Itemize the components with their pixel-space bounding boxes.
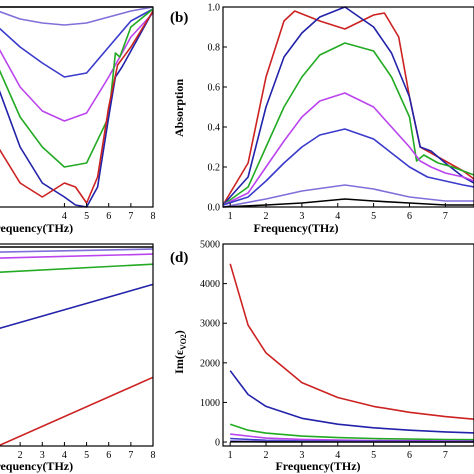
- panel-d-y-tick-label: 5000: [200, 240, 220, 251]
- panel-b-y-tick-label: 0.4: [208, 123, 221, 134]
- panel-a-x-tick-label: 4: [62, 211, 67, 222]
- panel-d-x-tick-label: 5: [371, 450, 376, 461]
- panel-c-series-line-5: [0, 283, 154, 330]
- panel-b-x-tick-label: 7: [443, 211, 448, 222]
- panel-c-plot-frame: [0, 243, 154, 447]
- panel-a-x-tick-label: 5: [84, 211, 89, 222]
- panel-d-series-line-1: [229, 263, 474, 420]
- panel-d-series-line-2: [229, 370, 474, 434]
- panel-c-series-line-3: [0, 253, 154, 259]
- panel-b-x-tick-label: 1: [228, 211, 233, 222]
- panel-c-series-line-6: [0, 376, 154, 446]
- panel-d-x-axis-label: Frequency(THz): [275, 459, 360, 473]
- panel-d-x-tick-label: 3: [299, 450, 304, 461]
- panel-a-x-axis-label: Frequency(THz): [0, 221, 73, 235]
- panel-d-chart: 1 2 3 4 5 6 7 0 1000 2000 3000 4000 5000: [200, 240, 474, 461]
- panel-c-x-tick-label: 3: [40, 450, 45, 461]
- panel-a-plot-frame: [0, 6, 154, 208]
- panel-b-series-line-4: [222, 92, 474, 206]
- panel-d-y-axis-label-sub: VO2: [179, 334, 188, 350]
- panel-c-x-tick-label: 6: [106, 450, 111, 461]
- panel-b-y-tick-label: 0.0: [208, 203, 221, 214]
- panel-c-series-line-4: [0, 263, 154, 273]
- panel-a-series-line-3: [0, 8, 154, 78]
- panel-d-y-tick-label: 0: [215, 438, 220, 449]
- panel-d-y-tick-label: 1000: [200, 398, 220, 409]
- panel-c-chart: 2 3 4 5 6 7 8: [0, 243, 156, 461]
- panel-b-series-line-5: [222, 128, 474, 206]
- panel-b-series-line-2: [222, 6, 474, 206]
- panel-c-x-tick-label: 4: [62, 450, 67, 461]
- panel-d-x-tick-label: 6: [407, 450, 412, 461]
- panel-b-series-line-6: [222, 184, 474, 208]
- panel-a-x-tick-label: 6: [106, 211, 111, 222]
- panel-a-series-line-4: [0, 12, 154, 122]
- panel-c-series-line-2: [0, 248, 154, 253]
- panel-c-x-tick-label: 8: [151, 450, 156, 461]
- panel-b-plot-frame: [222, 6, 474, 208]
- panel-a-x-tick-label: 8: [151, 211, 156, 222]
- panel-d-x-tick-label: 7: [443, 450, 448, 461]
- panel-d-y-axis-label-main: Im(ε: [172, 350, 186, 374]
- panel-d-y-tick-label: 2000: [200, 358, 220, 369]
- panel-b-y-tick-label: 1.0: [208, 3, 221, 14]
- panel-b-x-tick-label: 3: [299, 211, 304, 222]
- panel-a-series-line-2: [0, 6, 154, 26]
- panel-c-x-tick-label: 7: [128, 450, 133, 461]
- panel-c-x-tick-label: 2: [18, 450, 23, 461]
- panel-b-chart: 1 2 3 4 5 6 7 0.0 0.2 0.4 0.6 0.8 1.0: [208, 3, 474, 222]
- panel-b-y-tick-label: 0.6: [208, 83, 221, 94]
- panel-d-y-tick-label: 3000: [200, 319, 220, 330]
- panel-b-series-line-7: [222, 198, 474, 208]
- panel-c-x-tick-label: 5: [84, 450, 89, 461]
- panel-d-series-line-3: [229, 423, 474, 441]
- panel-d-label: (d): [170, 250, 188, 266]
- panel-d-x-tick-label: 4: [335, 450, 340, 461]
- panel-c-x-axis-label: Frequency(THz): [0, 459, 73, 473]
- panel-b-y-axis-label: Absorption: [172, 79, 186, 137]
- panel-a-chart: 4 5 6 7 8: [0, 6, 156, 222]
- panel-b-x-axis-label: Frequency(THz): [253, 221, 338, 235]
- panel-b-x-tick-label: 4: [335, 211, 340, 222]
- panel-a-series-line-6: [0, 10, 154, 208]
- panel-d-y-tick-label: 4000: [200, 279, 220, 290]
- panel-d-y-axis-label: Im(εVO2): [172, 330, 188, 374]
- panel-b-label: (b): [170, 10, 188, 26]
- panel-d-y-axis-label-close: ): [172, 330, 186, 334]
- panel-b-x-tick-label: 6: [407, 211, 412, 222]
- panel-d-x-tick-label: 1: [228, 450, 233, 461]
- panel-b-series-line-3: [222, 42, 474, 206]
- panel-a-series-line-5: [0, 8, 154, 168]
- panel-a-x-tick-label: 7: [128, 211, 133, 222]
- panel-b-y-tick-label: 0.8: [208, 43, 221, 54]
- panel-d-x-tick-label: 2: [264, 450, 269, 461]
- panel-b-x-tick-label: 2: [264, 211, 269, 222]
- panel-d-plot-frame: [222, 243, 474, 447]
- panel-b-x-tick-label: 5: [371, 211, 376, 222]
- panel-b-y-tick-label: 0.2: [208, 163, 221, 174]
